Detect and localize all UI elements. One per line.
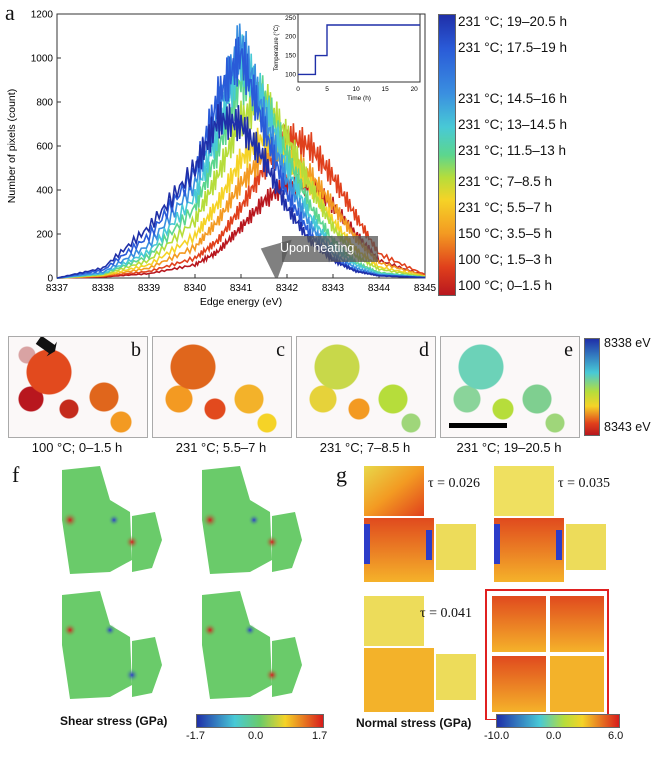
tau-label: τ = 0.026 xyxy=(428,476,481,491)
legend-item: 231 °C; 19–20.5 h xyxy=(458,14,567,29)
inset-y-tick: 100 xyxy=(285,71,296,78)
y-tick-label: 1000 xyxy=(31,54,54,65)
normal-tick: 0.0 xyxy=(546,730,562,742)
map-caption: 100 °C; 0–1.5 h xyxy=(31,440,123,455)
map-panel-d: d xyxy=(296,336,436,438)
energy-colorbar-top: 8338 eV xyxy=(604,336,651,350)
map-caption: 231 °C; 5.5–7 h xyxy=(175,440,267,455)
normal-shape xyxy=(364,596,476,712)
normal-colorbar xyxy=(496,714,620,728)
tau-label: τ = 0.041 xyxy=(420,606,473,621)
arrow-icon xyxy=(35,337,57,357)
map-letter: e xyxy=(564,339,573,361)
inset-x-tick: 0 xyxy=(296,86,300,93)
legend-item: 231 °C; 7–8.5 h xyxy=(458,174,552,189)
map-letter: d xyxy=(419,339,429,361)
upon-heating-label: Upon heating xyxy=(280,241,355,255)
x-tick-label: 8340 xyxy=(184,283,207,294)
x-axis-label: Edge energy (eV) xyxy=(200,296,282,308)
shear-shape xyxy=(202,466,302,574)
series-line xyxy=(56,173,426,279)
inset-line xyxy=(298,24,420,76)
normal-stress-label: Normal stress (GPa) xyxy=(356,716,472,730)
tau-label: τ = 0.035 xyxy=(558,476,611,491)
inset-x-tick: 5 xyxy=(325,86,329,93)
panel-a-letter: a xyxy=(5,0,15,25)
shear-shape xyxy=(62,591,162,699)
legend-item: 231 °C; 13–14.5 h xyxy=(458,117,567,132)
legend-colorbar xyxy=(438,14,456,296)
x-tick-label: 8343 xyxy=(322,283,345,294)
x-tick-label: 8341 xyxy=(230,283,253,294)
inset-x-tick: 20 xyxy=(411,86,419,93)
inset-y-tick: 200 xyxy=(285,34,296,41)
shear-colorbar xyxy=(196,714,324,728)
inset-x-tick: 15 xyxy=(382,86,390,93)
panel-g-letter: g xyxy=(336,462,347,487)
normal-shape xyxy=(364,466,476,582)
legend-item: 100 °C; 1.5–3 h xyxy=(458,252,552,267)
energy-colorbar xyxy=(584,338,600,436)
panel-f-letter: f xyxy=(12,462,20,487)
shear-tick: 0.0 xyxy=(248,730,264,742)
legend-item: 231 °C; 5.5–7 h xyxy=(458,200,552,215)
series-line xyxy=(56,101,426,279)
x-tick-label: 8342 xyxy=(276,283,299,294)
energy-colorbar-bottom: 8343 eV xyxy=(604,420,651,434)
inset-frame xyxy=(297,13,421,83)
map-caption: 231 °C; 7–8.5 h xyxy=(319,440,411,455)
map-letter: b xyxy=(131,339,141,361)
y-tick-label: 1200 xyxy=(31,10,54,21)
x-tick-label: 8337 xyxy=(46,283,69,294)
map-panel-b: b xyxy=(8,336,148,438)
shear-tick: 1.7 xyxy=(312,730,328,742)
highlight-box xyxy=(485,589,609,720)
shear-tick: -1.7 xyxy=(186,730,205,742)
x-tick-label: 8339 xyxy=(138,283,161,294)
inset-y-label: Temperature (°C) xyxy=(274,25,280,71)
y-tick-label: 800 xyxy=(36,98,53,109)
inset-y-tick: 250 xyxy=(285,15,296,22)
upon-heating-arrow: Upon heating xyxy=(260,234,378,278)
legend-item: 231 °C; 14.5–16 h xyxy=(458,91,567,106)
y-tick-label: 200 xyxy=(36,230,53,241)
normal-tick: 6.0 xyxy=(608,730,624,742)
legend-item: 150 °C; 3.5–5 h xyxy=(458,226,552,241)
legend-item: 231 °C; 17.5–19 h xyxy=(458,40,567,55)
map-panel-c: c xyxy=(152,336,292,438)
x-tick-label: 8344 xyxy=(368,283,391,294)
shear-shape xyxy=(202,591,302,699)
inset-y-tick: 150 xyxy=(285,53,296,60)
x-tick-label: 8345 xyxy=(414,283,437,294)
y-axis-label: Number of pixels (count) xyxy=(6,89,18,203)
shear-shape xyxy=(62,466,162,574)
panel-f-shapes xyxy=(62,466,302,699)
inset-x-label: Time (h) xyxy=(347,95,371,102)
map-panel-e: e xyxy=(440,336,580,438)
x-tick-label: 8338 xyxy=(92,283,115,294)
inset-x-tick: 10 xyxy=(352,86,360,93)
y-tick-label: 0 xyxy=(47,274,53,285)
map-letter: c xyxy=(276,339,285,361)
y-tick-label: 600 xyxy=(36,142,53,153)
temperature-inset: 0 5 10 15 20 100 150 200 250 Time (h) Temperature … xyxy=(274,13,421,102)
legend-item: 231 °C; 11.5–13 h xyxy=(458,143,566,158)
y-tick-label: 400 xyxy=(36,186,53,197)
legend-item: 100 °C; 0–1.5 h xyxy=(458,278,552,293)
panel-g-shapes xyxy=(364,466,609,720)
map-caption: 231 °C; 19–20.5 h xyxy=(456,440,562,455)
normal-tick: -10.0 xyxy=(484,730,510,742)
normal-shape xyxy=(494,466,606,582)
scale-bar xyxy=(449,423,507,428)
normal-shape xyxy=(492,596,604,712)
shear-stress-label: Shear stress (GPa) xyxy=(60,714,168,728)
